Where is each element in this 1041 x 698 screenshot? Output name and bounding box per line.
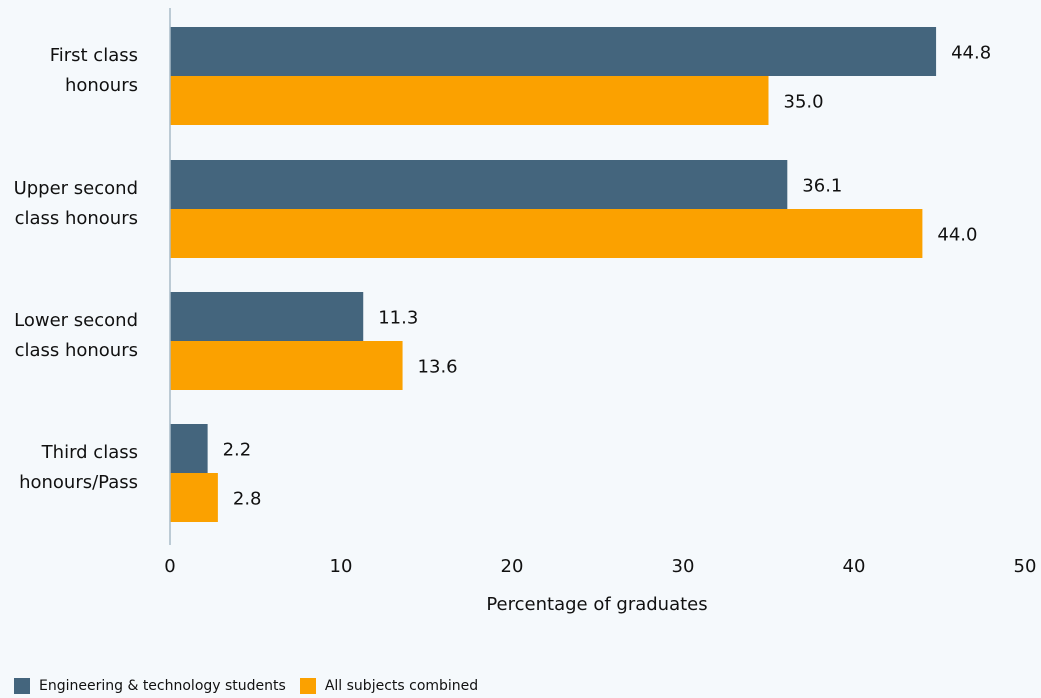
bar-upper-second-engineering	[170, 160, 788, 209]
x-tick-label-50: 50	[1014, 556, 1037, 577]
category-label-first-class-line-1: First class	[50, 45, 138, 66]
bar-lower-second-all-subjects	[170, 341, 403, 390]
value-label-third-class-all-subjects: 2.8	[233, 489, 262, 510]
legend-label-engineering: Engineering & technology students	[39, 678, 286, 694]
category-label-lower-second-line-1: Lower second	[14, 310, 138, 331]
bars-layer	[170, 27, 937, 522]
bar-lower-second-engineering	[170, 292, 364, 341]
bar-third-class-all-subjects	[170, 473, 218, 522]
value-label-first-class-engineering: 44.8	[951, 43, 991, 64]
bar-upper-second-all-subjects	[170, 209, 923, 258]
value-label-upper-second-all-subjects: 44.0	[937, 225, 977, 246]
value-label-upper-second-engineering: 36.1	[802, 176, 842, 197]
x-axis-title: Percentage of graduates	[486, 594, 707, 615]
legend-swatch-all-subjects	[299, 678, 316, 694]
bar-third-class-engineering	[170, 424, 208, 473]
x-axis-ticks: 0 10 20 30 40 50	[164, 556, 1036, 577]
x-tick-label-40: 40	[843, 556, 866, 577]
x-tick-label-10: 10	[330, 556, 353, 577]
labels-layer: 44.8 35.0 First class honours 36.1 44.0 Upper …	[14, 43, 992, 510]
x-tick-label-0: 0	[164, 556, 175, 577]
bar-first-class-engineering	[170, 27, 937, 76]
legend: Engineering & technology students All su…	[14, 678, 492, 694]
bar-first-class-all-subjects	[170, 76, 769, 125]
category-label-upper-second-line-1: Upper second	[14, 178, 138, 199]
value-label-third-class-engineering: 2.2	[223, 440, 252, 461]
legend-label-all-subjects: All subjects combined	[324, 678, 479, 694]
legend-item-all-subjects: All subjects combined	[299, 678, 479, 694]
legend-swatch-engineering	[14, 678, 30, 694]
value-label-first-class-all-subjects: 35.0	[784, 92, 824, 113]
x-tick-label-20: 20	[501, 556, 524, 577]
category-label-first-class-line-2: honours	[65, 75, 138, 96]
value-label-lower-second-all-subjects: 13.6	[418, 357, 458, 378]
value-label-lower-second-engineering: 11.3	[378, 308, 418, 329]
category-label-lower-second-line-2: class honours	[15, 340, 138, 361]
legend-item-engineering: Engineering & technology students	[14, 678, 286, 694]
category-label-third-class-line-1: Third class	[41, 442, 138, 463]
category-label-third-class-line-2: honours/Pass	[19, 472, 138, 493]
x-tick-label-30: 30	[672, 556, 695, 577]
category-label-upper-second-line-2: class honours	[15, 208, 138, 229]
